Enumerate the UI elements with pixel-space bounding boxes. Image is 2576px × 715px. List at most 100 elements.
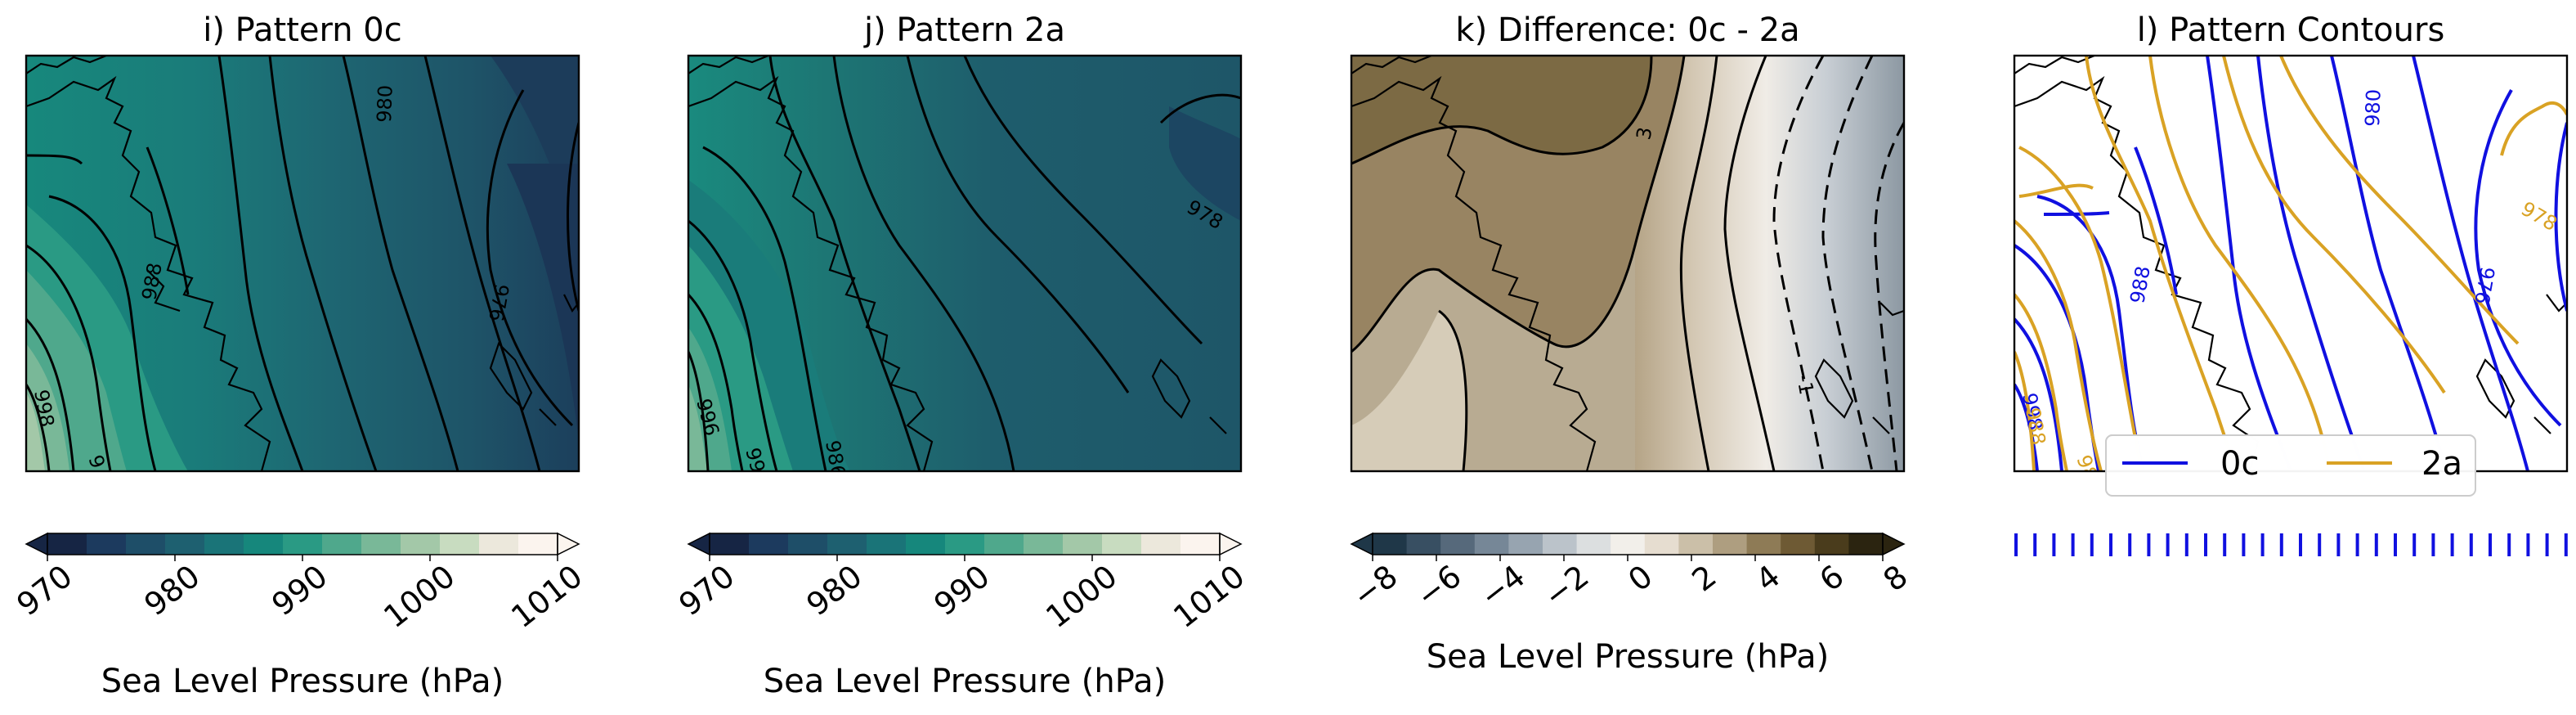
colorbar-tick-label: 1010 xyxy=(1167,558,1251,635)
colorbar-extend-min xyxy=(1350,532,1373,556)
panel-i: i) Pattern 0c xyxy=(10,11,589,700)
colorbar-swatch xyxy=(1644,533,1679,555)
colorbar-swatch xyxy=(906,533,946,555)
colorbar-tick-label: 1000 xyxy=(377,558,461,635)
contour-label: 99 xyxy=(741,445,769,475)
legend-label-2a: 2a xyxy=(2421,445,2462,483)
panel-l-map: 980 976 988 998 978 988 98 xyxy=(2014,56,2567,483)
colorbar-swatch xyxy=(479,533,519,555)
colorbar-swatch xyxy=(1063,533,1103,555)
colorbar-tick-label: −6 xyxy=(1409,558,1467,614)
colorbar-extend-max xyxy=(1219,532,1243,556)
colorbar-swatch xyxy=(1746,533,1781,555)
colorbar-k-label: Sea Level Pressure (hPa) xyxy=(1427,638,1829,676)
colorbar-swatch xyxy=(1848,533,1884,555)
panel-k-title: k) Difference: 0c - 2a xyxy=(1455,11,1799,49)
contours-0c xyxy=(2014,56,2567,471)
difference-contours xyxy=(1351,56,1776,471)
colorbar-swatch xyxy=(827,533,867,555)
colorbar-swatch xyxy=(1406,533,1441,555)
colorbar-swatch xyxy=(788,533,828,555)
colorbar-tick-label: 0 xyxy=(1621,558,1659,599)
colorbar-swatch xyxy=(204,533,244,555)
colorbar-swatch xyxy=(440,533,480,555)
colorbar-swatch xyxy=(1024,533,1064,555)
colorbar-swatch xyxy=(710,533,750,555)
colorbar-swatch xyxy=(1474,533,1509,555)
colorbar-swatch xyxy=(126,533,166,555)
panel-i-frame xyxy=(25,54,580,473)
colorbar-swatch xyxy=(1678,533,1714,555)
colorbar-j-label: Sea Level Pressure (hPa) xyxy=(764,663,1166,700)
colorbar-extend-min xyxy=(25,532,48,556)
coastline xyxy=(1351,56,1904,471)
colorbar-swatch xyxy=(1180,533,1221,555)
colorbar-swatch xyxy=(867,533,907,555)
colorbar-swatch xyxy=(87,533,127,555)
colorbar-tick-label: 980 xyxy=(137,558,206,623)
panel-k-map: 3 -1 xyxy=(1351,56,1904,471)
colorbar-swatch xyxy=(1781,533,1816,555)
panel-j-frame xyxy=(687,54,1243,473)
panel-l: l) Pattern Contours xyxy=(2013,11,2569,556)
colorbar-swatch xyxy=(47,533,87,555)
panel-i-map: 980 976 988 998 9 xyxy=(26,56,579,471)
negative-contours xyxy=(1772,56,1904,471)
contour-label: 3 xyxy=(1632,125,1656,142)
isobars xyxy=(26,56,579,471)
panel-i-title: i) Pattern 0c xyxy=(203,11,402,49)
colorbar-extend-max xyxy=(557,532,580,556)
contour-label: 980 xyxy=(373,84,397,123)
panel-j-title: j) Pattern 2a xyxy=(863,11,1065,49)
panel-l-title: l) Pattern Contours xyxy=(2137,11,2445,49)
colorbar-extend-max xyxy=(1882,532,1906,556)
colorbar-swatch xyxy=(1141,533,1181,555)
isobars xyxy=(688,56,1241,471)
panel-j: j) Pattern 2a xyxy=(672,11,1251,700)
colorbar-swatch xyxy=(945,533,985,555)
colorbar-tick-label: 4 xyxy=(1749,558,1786,599)
colorbar-swatch xyxy=(283,533,323,555)
colorbar-swatch xyxy=(361,533,401,555)
colorbar-swatch xyxy=(1814,533,1849,555)
coastline xyxy=(688,56,1227,471)
colorbar-swatch xyxy=(1543,533,1578,555)
contours-2a xyxy=(2014,56,2567,471)
colorbar-swatch xyxy=(749,533,789,555)
colorbar-swatch xyxy=(401,533,441,555)
colorbar-swatch xyxy=(1713,533,1748,555)
colorbar-j: 970 980 990 1000 1010 Sea Level Pressure (hP… xyxy=(672,532,1252,700)
colorbar-tick-label: 970 xyxy=(10,558,78,623)
contour-label-2a: 98 xyxy=(2072,452,2102,483)
colorbar-tick-label: 1000 xyxy=(1039,558,1123,635)
colorbar-swatch xyxy=(1576,533,1611,555)
coastline xyxy=(2014,56,2567,471)
legend-label-0c: 0c xyxy=(2220,445,2259,483)
colorbar-tick-label: 2 xyxy=(1685,558,1723,599)
colorbar-tick-label: 6 xyxy=(1812,558,1850,599)
colorbar-tick-label: 990 xyxy=(265,558,334,623)
colorbar-swatch xyxy=(1373,533,1408,555)
colorbar-swatch xyxy=(1508,533,1543,555)
colorbar-swatch xyxy=(518,533,558,555)
colorbar-i-label: Sea Level Pressure (hPa) xyxy=(101,663,504,700)
contour-label: 986 xyxy=(821,438,850,479)
legend-box: 0c 2a xyxy=(2105,434,2476,497)
colorbar-tick-label: 980 xyxy=(800,558,868,623)
colorbar-swatch xyxy=(984,533,1024,555)
colorbar-i: 970 980 990 1000 1010 Sea Level Pressure (hP… xyxy=(10,532,589,700)
colorbar-swatch xyxy=(1440,533,1476,555)
panel-k-frame xyxy=(1350,54,1906,473)
colorbar-swatch xyxy=(1611,533,1646,555)
colorbar-swatch xyxy=(322,533,362,555)
panel-j-map: 978 986 996 99 xyxy=(688,56,1241,479)
contour-label: -1 xyxy=(1792,373,1818,396)
colorbar-swatch xyxy=(244,533,284,555)
contour-label-0c: 980 xyxy=(2361,88,2386,127)
colorbar-tick-label: −8 xyxy=(1346,558,1404,614)
colorbar-k: −8 −6 −4 −2 0 2 4 6 8 Sea Level Pressure (hPa) xyxy=(1346,532,1915,676)
colorbar-swatch xyxy=(165,533,205,555)
colorbar-swatch xyxy=(1102,533,1142,555)
colorbar-tick-label: −2 xyxy=(1537,558,1595,614)
